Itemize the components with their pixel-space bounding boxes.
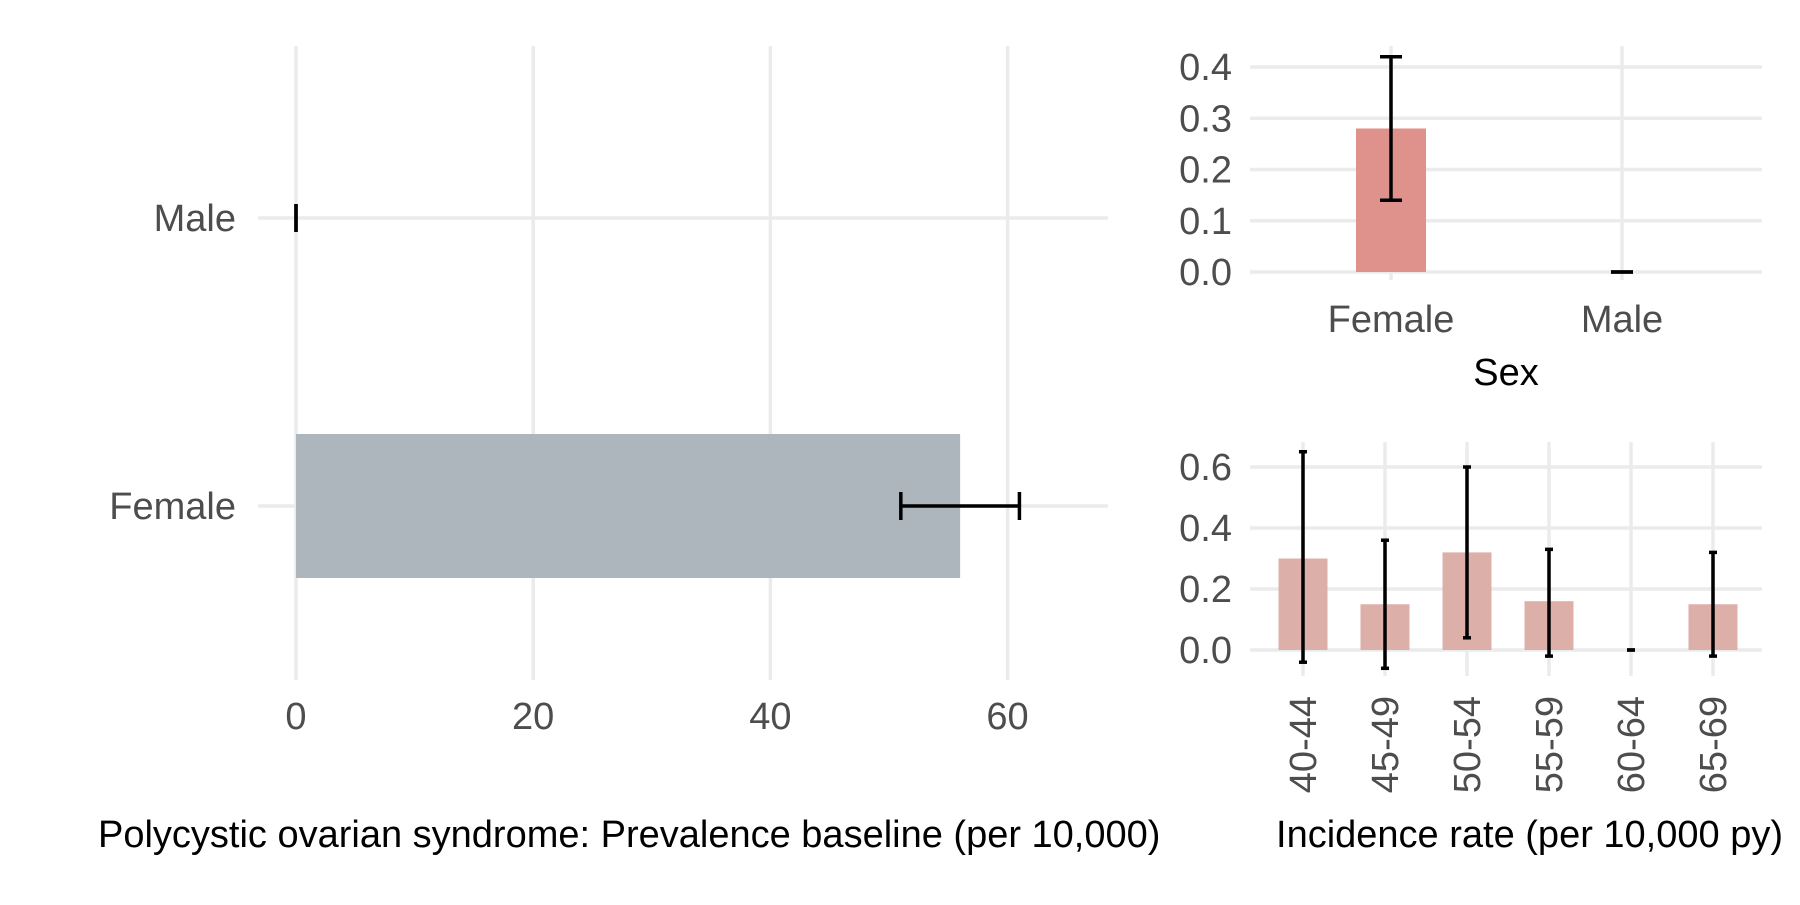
y-tick-label: 0.1 xyxy=(1179,201,1232,243)
error-bar-age-40-44 xyxy=(1299,450,1307,664)
y-tick-label: 0.4 xyxy=(1179,47,1232,89)
x-tick-label: 0 xyxy=(285,696,306,738)
y-tick-label: 0.0 xyxy=(1179,252,1232,294)
x-axis-title-sex: Sex xyxy=(1473,352,1538,394)
bar-female xyxy=(296,434,961,578)
y-tick-label-male: Male xyxy=(154,198,236,240)
x-tick-label-age: 60-64 xyxy=(1611,696,1653,793)
y-tick-label: 0.4 xyxy=(1179,508,1232,550)
x-tick-label-age: 55-59 xyxy=(1529,696,1571,793)
x-tick-label: 20 xyxy=(512,696,554,738)
y-tick-label: 0.2 xyxy=(1179,150,1232,192)
x-tick-label-age: 40-44 xyxy=(1283,696,1325,793)
y-tick-label: 0.3 xyxy=(1179,98,1232,140)
error-bar-female xyxy=(1380,55,1402,202)
chart-title-incidence: Incidence rate (per 10,000 py) xyxy=(1276,814,1783,856)
error-bar-age-55-59 xyxy=(1545,547,1553,658)
error-bar-age-45-49 xyxy=(1381,538,1389,671)
x-tick-label-age: 50-54 xyxy=(1447,696,1489,793)
x-tick-label-age: 45-49 xyxy=(1365,696,1407,793)
x-tick-label: 60 xyxy=(986,696,1028,738)
x-tick-label-male: Male xyxy=(1581,299,1663,341)
error-bar-female xyxy=(899,492,1022,520)
x-tick-label-female: Female xyxy=(1328,299,1455,341)
y-tick-label: 0.2 xyxy=(1179,569,1232,611)
x-tick-label: 40 xyxy=(749,696,791,738)
y-tick-label: 0.0 xyxy=(1179,630,1232,672)
x-tick-label-age: 65-69 xyxy=(1693,696,1735,793)
chart-title-prevalence: Polycystic ovarian syndrome: Prevalence … xyxy=(98,814,1160,856)
y-tick-label: 0.6 xyxy=(1179,447,1232,489)
y-tick-label-female: Female xyxy=(109,486,236,528)
error-bar-age-50-54 xyxy=(1463,465,1471,640)
error-bar-age-65-69 xyxy=(1709,550,1717,658)
